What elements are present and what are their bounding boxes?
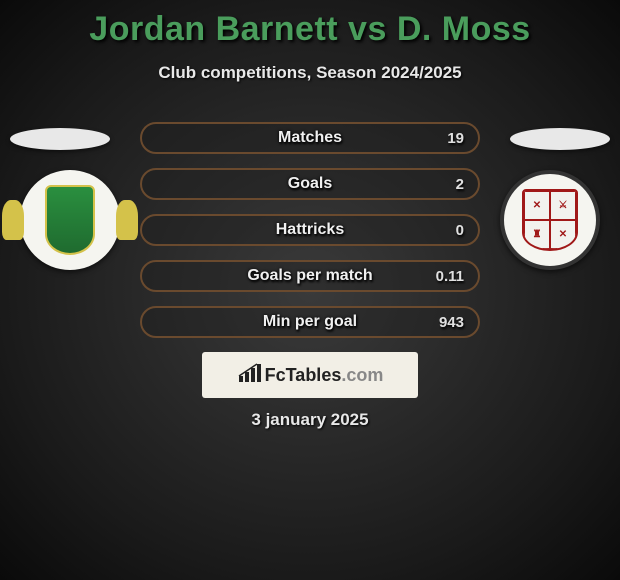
stat-row-hattricks: Hattricks 0 <box>140 214 480 246</box>
stat-label: Matches <box>278 129 342 147</box>
stat-right-value: 2 <box>456 176 464 193</box>
stat-row-matches: Matches 19 <box>140 122 480 154</box>
branding-text-main: FcTables <box>265 365 342 385</box>
stat-right-value: 943 <box>439 314 464 331</box>
branding-text-suffix: .com <box>341 365 383 385</box>
stat-row-goals-per-match: Goals per match 0.11 <box>140 260 480 292</box>
stat-right-value: 0 <box>456 222 464 239</box>
branding-badge: FcTables.com <box>202 352 418 398</box>
page-title: Jordan Barnett vs D. Moss <box>0 0 620 49</box>
player-left-avatar-placeholder <box>10 128 110 150</box>
bar-chart-icon <box>237 362 263 389</box>
branding-text: FcTables.com <box>265 365 384 386</box>
stat-row-min-per-goal: Min per goal 943 <box>140 306 480 338</box>
club-crest-right: ✕⚔ ♜✕ <box>500 170 600 270</box>
stat-right-value: 19 <box>447 130 464 147</box>
stat-label: Goals <box>288 175 332 193</box>
stat-row-goals: Goals 2 <box>140 168 480 200</box>
page-subtitle: Club competitions, Season 2024/2025 <box>0 63 620 83</box>
stat-right-value: 0.11 <box>436 268 464 285</box>
snapshot-date: 3 january 2025 <box>0 410 620 430</box>
stat-label: Min per goal <box>263 313 357 331</box>
club-crest-left <box>20 170 120 270</box>
stat-label: Goals per match <box>247 267 372 285</box>
stats-table: Matches 19 Goals 2 Hattricks 0 Goals per… <box>140 122 480 352</box>
player-right-avatar-placeholder <box>510 128 610 150</box>
stat-label: Hattricks <box>276 221 344 239</box>
